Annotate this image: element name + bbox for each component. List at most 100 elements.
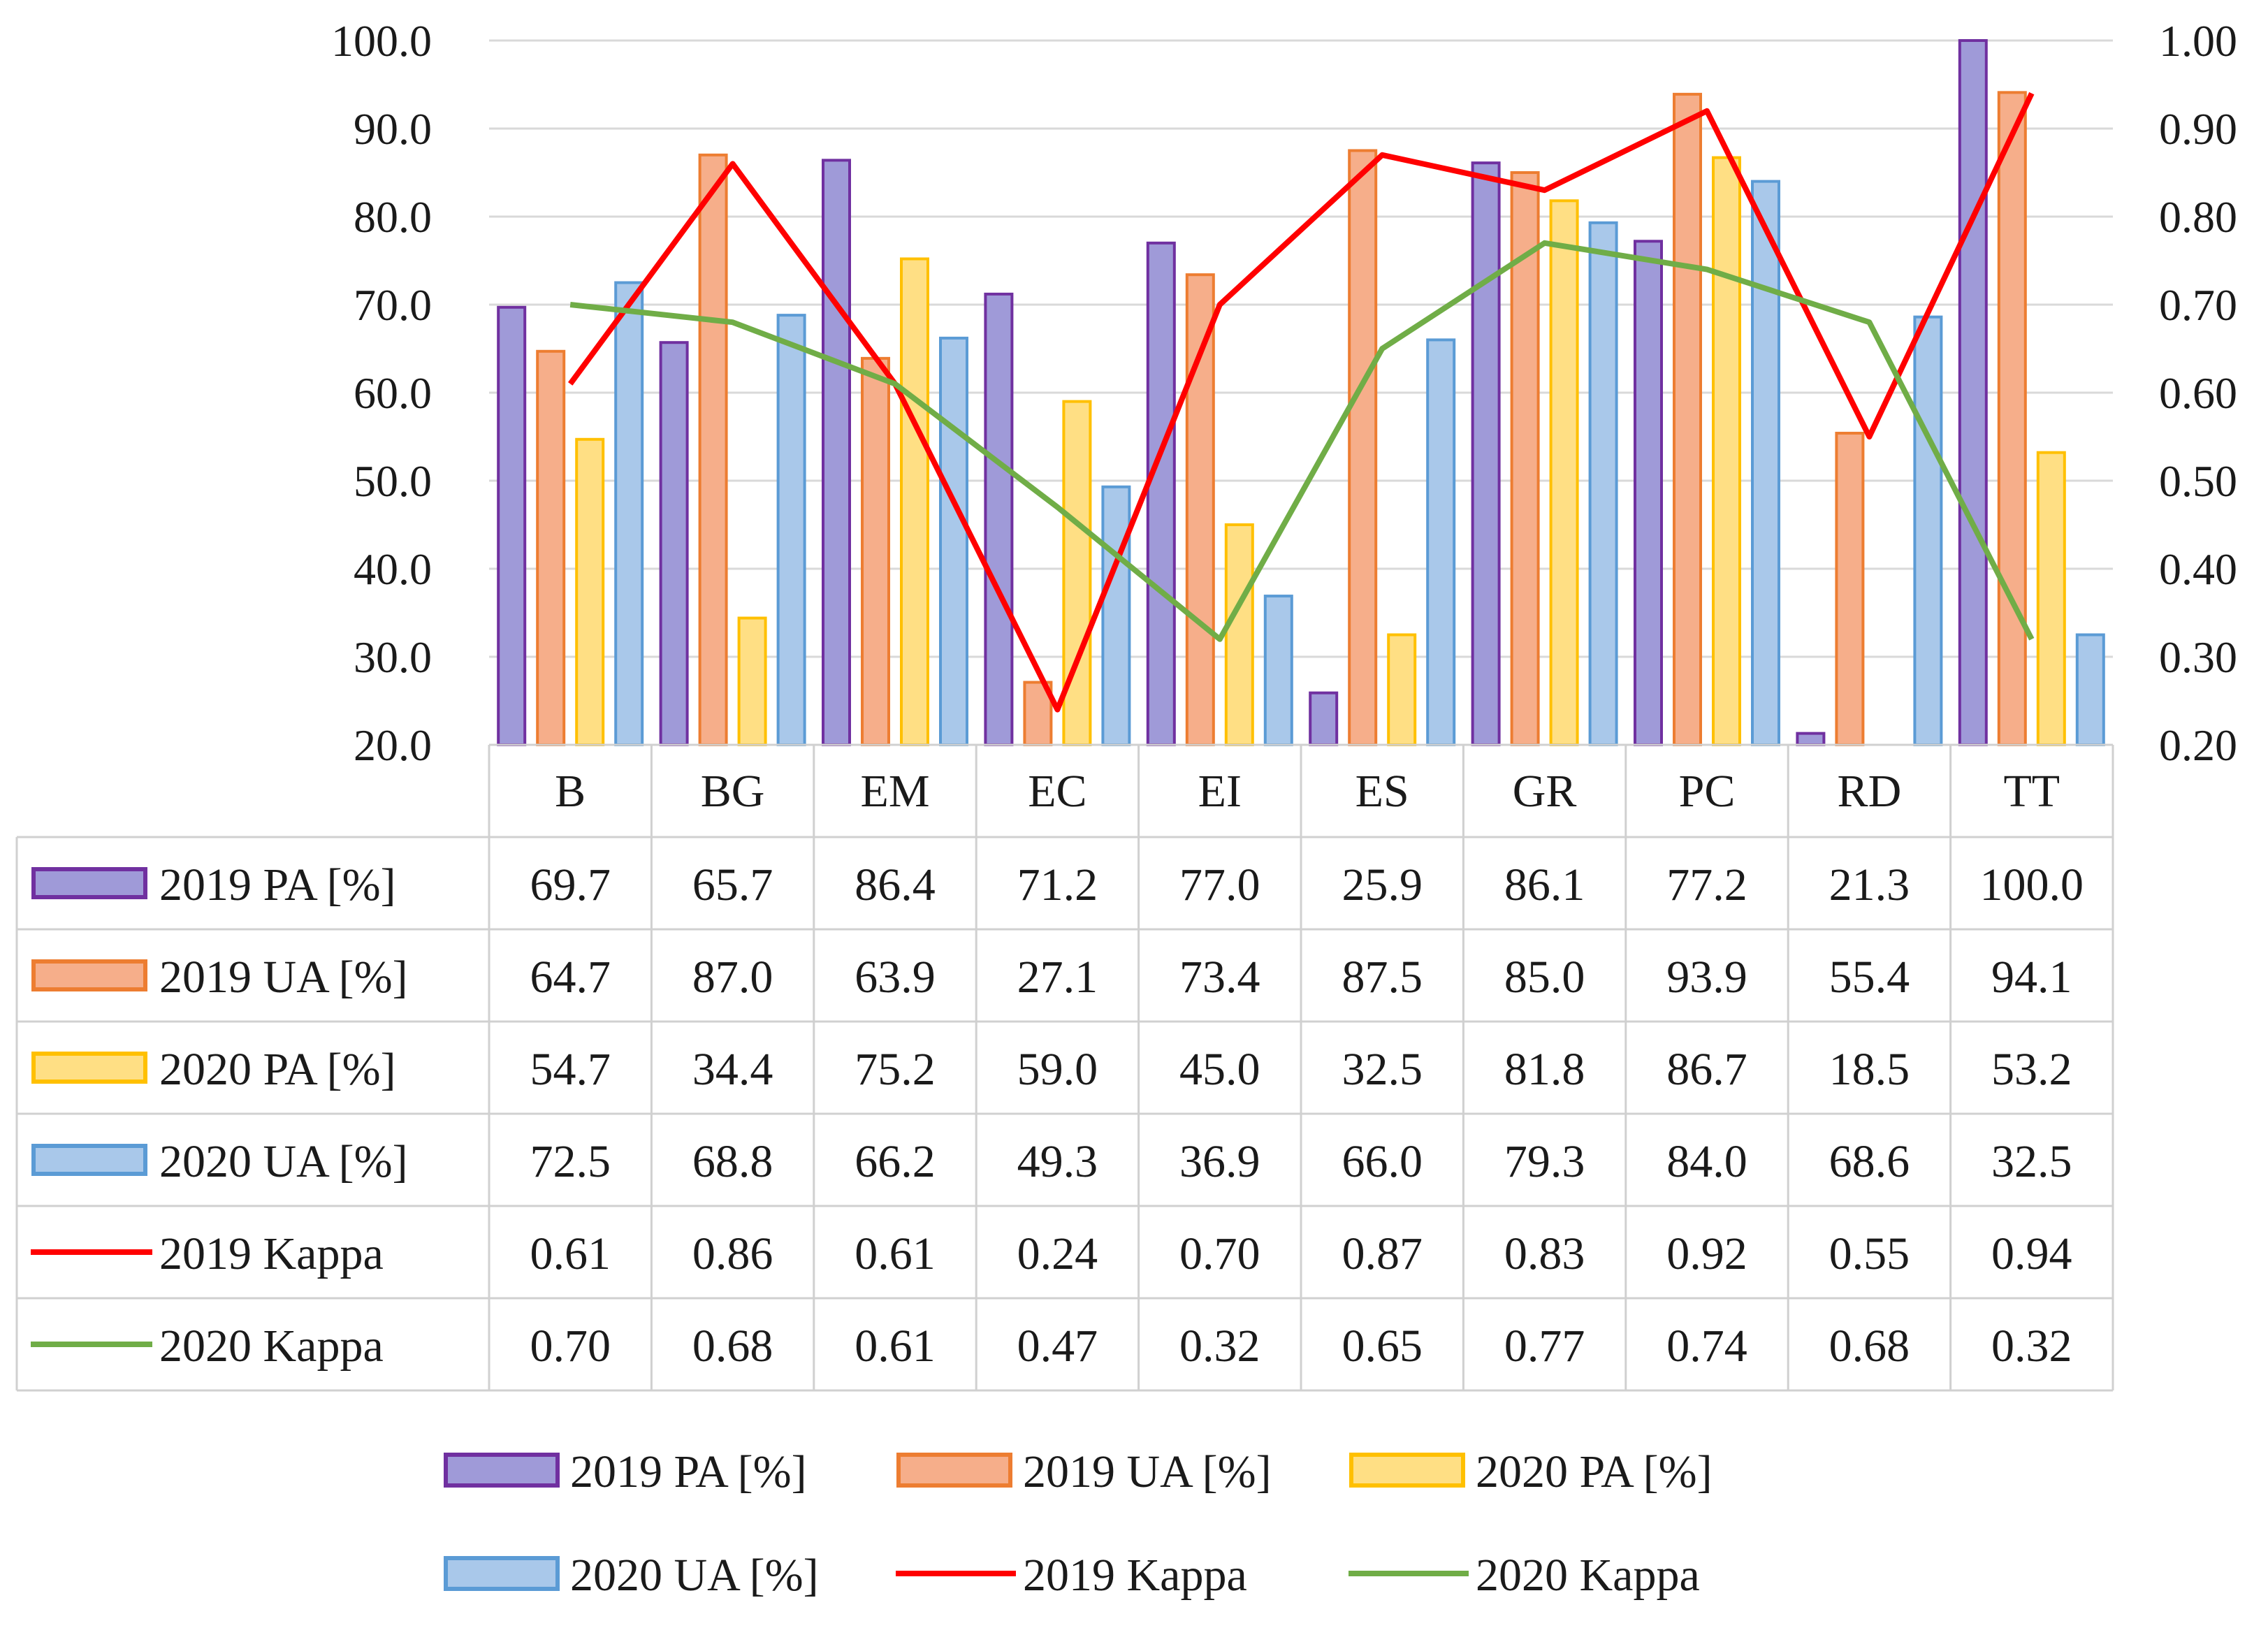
bar-3-EC [1101, 485, 1131, 746]
y-axis-right-tick-label: 0.80 [2159, 192, 2237, 242]
table-cell: 0.86 [692, 1228, 773, 1279]
bar-3-RD [1913, 315, 1943, 746]
bar-1-B [536, 349, 566, 746]
y-axis-left-tick-label: 100.0 [331, 16, 432, 66]
bar-3-TT [2075, 633, 2105, 746]
table-cell: 45.0 [1179, 1044, 1260, 1095]
table-cell: 49.3 [1017, 1136, 1098, 1187]
bar-3-GR [1588, 221, 1618, 746]
bar-0-BG [659, 341, 689, 746]
legend-key-bar-2 [1349, 1453, 1465, 1488]
gridlines [489, 39, 2113, 658]
table-cell: 21.3 [1829, 859, 1910, 910]
legend-key-bar-1 [896, 1453, 1012, 1488]
category-label-TT: TT [2003, 766, 2060, 817]
bar-3-EI [1263, 595, 1293, 746]
table-cell: 53.2 [1991, 1044, 2072, 1095]
bar-1-RD [1835, 431, 1865, 747]
bar-1-ES [1348, 149, 1378, 746]
category-label-EM: EM [861, 766, 930, 817]
bar-0-RD [1796, 732, 1826, 746]
bar-1-EM [861, 356, 890, 746]
table-cell: 87.5 [1342, 952, 1423, 1003]
y-axis-left-tick-label: 60.0 [354, 368, 432, 418]
table-row-label: 2019 Kappa [159, 1228, 384, 1279]
y-axis-right-tick-label: 0.70 [2159, 280, 2237, 330]
table-legend-key-bar-3 [31, 1144, 147, 1176]
bar-2-EM [900, 257, 929, 747]
table-cell: 0.68 [692, 1321, 773, 1372]
table-row-label: 2020 UA [%] [159, 1136, 408, 1187]
bar-3-PC [1751, 180, 1780, 747]
category-label-ES: ES [1355, 766, 1409, 817]
y-axis-right-tick-label: 1.00 [2159, 16, 2237, 66]
table-cell: 69.7 [530, 859, 611, 910]
y-axis-left-tick-label: 40.0 [354, 544, 432, 594]
bar-0-EM [822, 159, 851, 747]
bar-1-PC [1673, 92, 1702, 747]
table-row-label: 2020 Kappa [159, 1321, 384, 1372]
y-axis-right-tick-label: 0.30 [2159, 632, 2237, 682]
y-axis-right-tick-label: 0.20 [2159, 720, 2237, 770]
table-cell: 25.9 [1342, 859, 1423, 910]
bar-2-ES [1387, 633, 1417, 746]
table-cell: 86.4 [855, 859, 936, 910]
category-label-RD: RD [1838, 766, 1902, 817]
table-cell: 85.0 [1504, 952, 1585, 1003]
legend-label: 2019 PA [%] [570, 1446, 807, 1497]
legend-label: 2020 UA [%] [570, 1550, 819, 1601]
table-cell: 55.4 [1829, 952, 1910, 1003]
table-cell: 81.8 [1504, 1044, 1585, 1095]
table-cell: 54.7 [530, 1044, 611, 1095]
data-table: B BG EM EC EI ES GR PC RD TT 2019 PA [%] 69.7 65.7 86… [15, 743, 2114, 1392]
bar-0-EI [1146, 241, 1176, 746]
legend-key-bar-3 [444, 1556, 560, 1591]
bar-2-TT [2036, 451, 2066, 746]
table-cell: 87.0 [692, 952, 773, 1003]
kappa-line-1 [569, 240, 2035, 642]
kappa-lines [567, 92, 2035, 713]
table-row-label: 2019 UA [%] [159, 952, 408, 1003]
bar-1-BG [698, 153, 728, 747]
bar-0-PC [1634, 240, 1663, 746]
bar-3-ES [1426, 338, 1456, 746]
table-cell: 64.7 [530, 952, 611, 1003]
category-label-B: B [555, 766, 586, 817]
legend-label: 2020 PA [%] [1476, 1446, 1713, 1497]
bar-3-EM [939, 336, 968, 746]
bar-2-BG [737, 616, 767, 746]
category-label-BG: BG [701, 766, 765, 817]
bar-1-GR [1510, 171, 1540, 746]
table-cell: 18.5 [1829, 1044, 1910, 1095]
table-cell: 0.94 [1991, 1228, 2072, 1279]
table-cell: 0.32 [1991, 1321, 2072, 1372]
table-cell: 0.87 [1342, 1228, 1423, 1279]
axes: 20.0 30.0 40.0 50.0 60.0 70.0 80.0 90.0 100.0 0.2… [331, 16, 2237, 770]
y-axis-left-tick-label: 30.0 [354, 632, 432, 682]
table-cell: 73.4 [1179, 952, 1260, 1003]
table-cell: 93.9 [1666, 952, 1747, 1003]
table-cell: 0.32 [1179, 1321, 1260, 1372]
table-legend-key-bar-2 [31, 1052, 147, 1084]
bar-0-EC [984, 292, 1014, 746]
bar-2-EC [1062, 400, 1092, 746]
y-axis-left-tick-label: 20.0 [354, 720, 432, 770]
legend: 2019 PA [%] 2019 UA [%] 2020 PA [%] 2020 UA… [444, 1446, 1713, 1601]
table-cell: 86.7 [1666, 1044, 1747, 1095]
category-label-EI: EI [1198, 766, 1242, 817]
bar-0-TT [1958, 39, 1988, 746]
table-cell: 0.70 [530, 1321, 611, 1372]
table-cell: 77.0 [1179, 859, 1260, 910]
bar-3-BG [776, 314, 806, 746]
bar-0-B [497, 305, 527, 746]
bars [497, 39, 2105, 747]
bar-0-GR [1471, 161, 1501, 746]
table-cell: 0.47 [1017, 1321, 1098, 1372]
table-cell: 75.2 [855, 1044, 936, 1095]
table-cell: 32.5 [1342, 1044, 1423, 1095]
table-legend-key-bar-1 [31, 959, 147, 991]
bar-0-ES [1309, 691, 1339, 746]
bar-2-B [575, 437, 605, 747]
table-cell: 0.55 [1829, 1228, 1910, 1279]
